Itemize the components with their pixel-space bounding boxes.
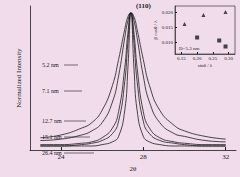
svg-text:Normalized Intensity: Normalized Intensity	[15, 48, 23, 108]
svg-text:sinθ / λ: sinθ / λ	[198, 63, 213, 68]
svg-text:2θ: 2θ	[130, 165, 138, 173]
svg-text:0.25: 0.25	[209, 56, 218, 61]
svg-text:0.30: 0.30	[224, 56, 233, 61]
svg-text:(110): (110)	[136, 2, 151, 10]
svg-text:32: 32	[222, 153, 230, 161]
svg-text:0.020: 0.020	[162, 10, 174, 15]
svg-text:β cosθ / λ: β cosθ / λ	[153, 20, 158, 40]
svg-text:24: 24	[57, 153, 65, 161]
svg-text:28: 28	[140, 153, 148, 161]
svg-text:12.7 nm: 12.7 nm	[42, 118, 62, 124]
svg-text:5.2 nm: 5.2 nm	[42, 62, 59, 68]
svg-text:0.010: 0.010	[162, 40, 174, 45]
svg-text:0.20: 0.20	[193, 56, 202, 61]
svg-text:15.1 nm: 15.1 nm	[42, 134, 62, 140]
svg-text:7.1 nm: 7.1 nm	[42, 88, 59, 94]
svg-text:0.015: 0.015	[162, 25, 174, 30]
svg-text:0.15: 0.15	[177, 56, 186, 61]
svg-text:D=5.3 nm: D=5.3 nm	[179, 46, 199, 51]
